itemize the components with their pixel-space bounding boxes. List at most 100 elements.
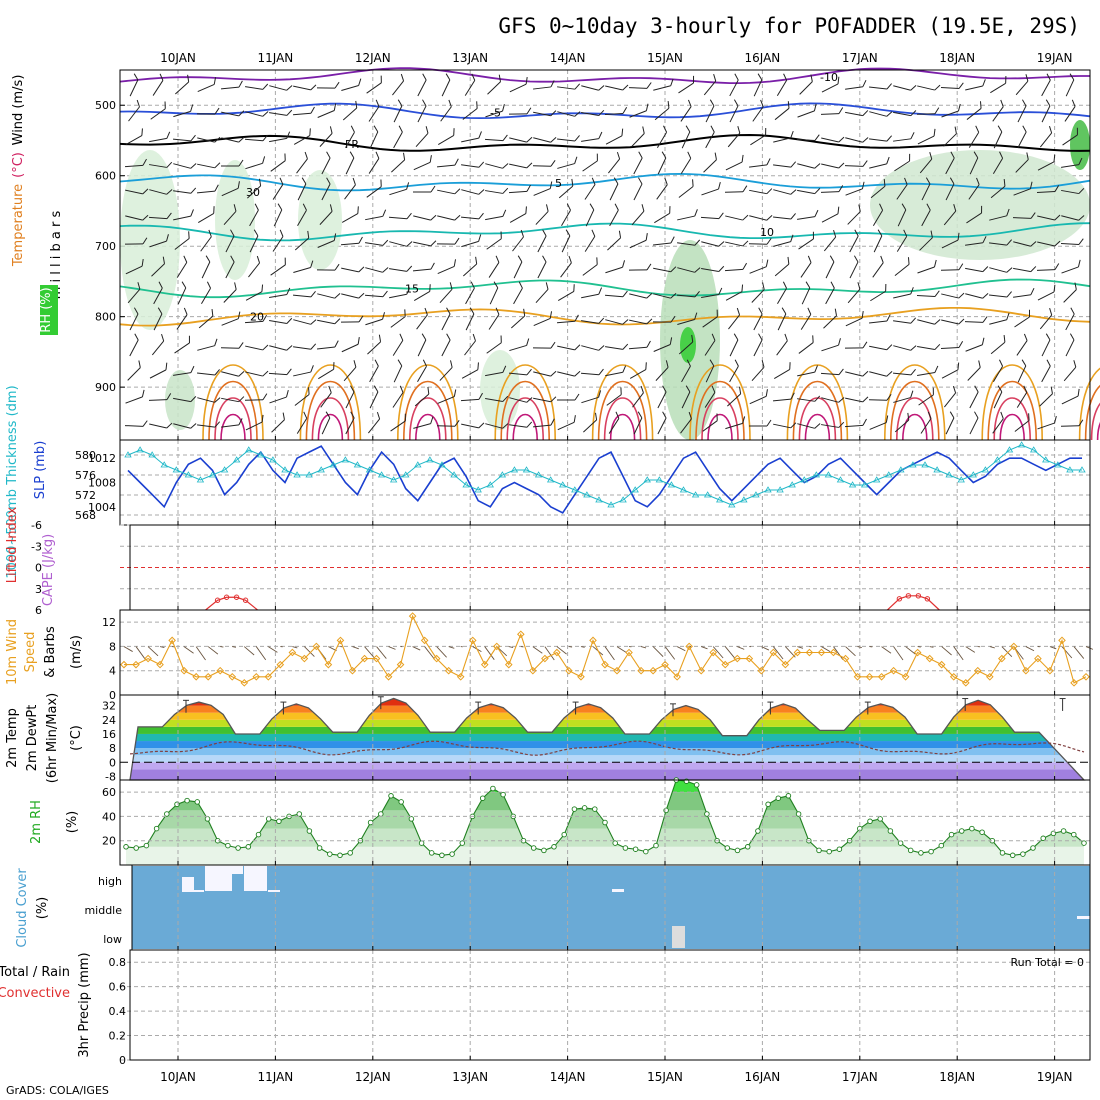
wind-barb-flag [256,255,261,264]
wind-barb-staff [631,210,645,226]
wind-barb-flag [262,344,269,351]
wind-barb-flag [142,158,147,166]
rh-point [724,845,731,851]
wind-barb [825,281,835,305]
wind-barb [652,236,675,246]
wind-barb [940,82,964,90]
rh-point [1009,852,1016,859]
wind-barb-flag [1078,188,1085,194]
wind-barb-staff [485,190,503,194]
wind-barb-staff [585,209,595,227]
wind-barb-flag [1078,419,1084,427]
wind-barb [1012,212,1036,219]
wind-barb-flag [766,419,772,427]
wind-speed-point [336,636,345,645]
wind-barb-staff [127,288,141,304]
wind-barb-staff [940,346,960,350]
wind-barb-staff [1061,215,1079,221]
wind-barb-flag [262,314,268,322]
wind-barb-staff [705,365,715,383]
wind-barb-staff [294,394,310,406]
wind-barb [657,151,667,175]
wind-barb [581,317,605,324]
lifted-index-axis-label: Lifted Index [5,506,20,583]
wind-barb [488,255,500,278]
temperature-contour-warm [208,380,258,441]
wind-barb-flag [838,185,844,192]
wind-barb-flag [518,281,523,289]
wind-barb [271,412,285,433]
rh-point [378,811,384,817]
wind-barb [1015,74,1029,96]
wind-barb-flag [669,337,673,345]
temp2m-axis-label: 2m Temp [5,708,20,768]
surface-wind-barb [761,646,770,651]
wind-barb [1016,333,1028,356]
wind-barb-staff [486,342,502,354]
rh-point [785,793,792,799]
wind-barb [369,125,379,149]
wind-barb-flag [981,337,985,345]
wind-barb-flag [837,206,840,214]
surface-wind-barb [676,646,686,652]
wind-speed-point [577,672,585,681]
wind-barb [268,368,292,376]
wind-barb [196,107,220,115]
rh-shading-area [215,160,255,280]
wind-barb [800,307,812,330]
wind-barb [293,319,317,325]
wind-barb-staff [269,396,287,404]
wind-barb [1016,385,1028,408]
lifted-index-curve [886,595,940,611]
wind-barb-flag [886,393,892,401]
wind-barb-staff [221,397,239,403]
wind-barb-flag [350,411,355,419]
wind-barb-flag [142,188,149,195]
wind-barb-staff [582,160,598,172]
wind-barb [537,229,547,253]
wind-barb-flag [909,153,911,162]
wind-barb-flag [814,163,821,169]
wind-barb [918,387,934,406]
temperature-contour-warm [397,364,459,441]
wind-barb-flag [930,230,933,238]
wind-speed-line [124,614,1087,684]
surface-wind-barb [532,646,543,654]
wind-barb [773,213,796,220]
thickness-point [631,486,639,493]
wind-barb [319,126,333,147]
wind-barb [508,107,532,115]
wind-barb-flag [230,229,235,237]
wind-barb [845,137,869,143]
wind-barb-flag [495,307,500,315]
temperature-contour-warm [299,364,362,441]
wind-barb-flag [526,184,531,192]
wind-barb [197,421,221,428]
temperature-contour-warm [591,364,654,441]
wind-speed-point [889,666,898,675]
wind-barb-staff [535,288,549,304]
wind-barb-flag [230,255,235,263]
wind-barb-staff [196,190,216,194]
thickness-axis-label: 1000~500mb Thickness (dm) [5,385,20,578]
wind-barb-staff [677,267,695,273]
wind-barb-staff [244,138,264,142]
rh-point [653,842,659,849]
wind-barb-flag [574,370,581,377]
wind-barb-flag [550,137,557,143]
wind-barb [197,77,217,93]
wind-barb [148,212,172,220]
wind-barb-flag [406,265,413,272]
top-date-label: 17JAN [842,51,878,65]
li-tick-label: -6 [31,519,42,532]
cloud-cover-gap [231,866,243,874]
wind-barb-staff [727,393,741,407]
pressure-tick-label: 900 [95,381,116,394]
wind-barb [992,411,1004,434]
wind-barb-flag [380,179,382,187]
wind-barb-flag [596,257,598,265]
wind-barb-staff [225,235,235,253]
wind-barb [269,345,293,351]
wind-barb [560,255,572,278]
pressure-tick-label: 600 [95,170,116,183]
